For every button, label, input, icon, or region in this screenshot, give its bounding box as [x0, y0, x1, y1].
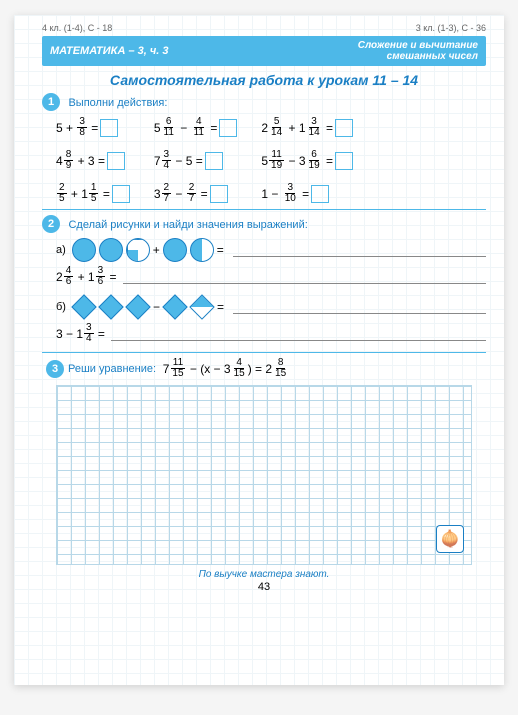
prob-b2: 734 − 5 = — [154, 150, 238, 171]
answer-line[interactable] — [233, 300, 486, 314]
subject: МАТЕМАТИКА – 3, ч. 3 — [50, 45, 169, 57]
diamond-full-icon — [162, 295, 187, 320]
answer-box[interactable] — [107, 152, 125, 170]
answer-line[interactable] — [233, 243, 486, 257]
circle-full-icon — [163, 238, 187, 262]
circle-full-icon — [99, 238, 123, 262]
prob-c1: 2514 + 1314 = — [261, 117, 353, 138]
answer-line[interactable] — [123, 270, 486, 284]
prob-a1: 5 + 38 = — [56, 117, 130, 138]
answer-box[interactable] — [112, 185, 130, 203]
task-3: 3 Реши уравнение: 71115 − (x − 3415) = 2… — [46, 358, 486, 379]
prob-c2: 51119 − 3619 = — [261, 150, 353, 171]
work-grid[interactable] — [56, 385, 472, 565]
answer-box[interactable] — [100, 119, 118, 137]
diamond-part-icon — [189, 295, 214, 320]
prob-a3: 25 + 115 = — [56, 183, 130, 204]
eq-2a: 246 + 136 = — [56, 266, 486, 287]
task-num-2: 2 — [42, 215, 60, 233]
task-num-3: 3 — [46, 360, 64, 378]
header-bar: МАТЕМАТИКА – 3, ч. 3 Сложение и вычитани… — [42, 36, 486, 66]
ref-left: 4 кл. (1-4), С - 18 — [42, 23, 112, 33]
problems-grid: 5 + 38 = 489 + 3 = 25 + 115 = 5611 − 411… — [56, 117, 486, 204]
prob-a2: 489 + 3 = — [56, 150, 130, 171]
shapes-row-a: а) + = — [56, 238, 486, 262]
circle-half-icon — [190, 238, 214, 262]
answer-box[interactable] — [335, 152, 353, 170]
diamond-full-icon — [71, 295, 96, 320]
eq-2b: 3 − 134 = — [56, 323, 486, 344]
task-1: 1 Выполни действия: — [42, 93, 486, 111]
circle-part-icon — [126, 238, 150, 262]
answer-box[interactable] — [335, 119, 353, 137]
shapes-row-b: б) − = — [56, 295, 486, 319]
topic: Сложение и вычитание смешанных чисел — [358, 40, 478, 62]
answer-line[interactable] — [111, 327, 486, 341]
page-number: 43 — [42, 581, 486, 593]
task-text-2: Сделай рисунки и найди значения выражени… — [68, 219, 307, 231]
footer-quote: По выучке мастера знают. — [42, 569, 486, 580]
mascot-icon: 🧅 — [436, 525, 464, 553]
task-text-1: Выполни действия: — [68, 97, 167, 109]
main-title: Самостоятельная работа к урокам 11 – 14 — [42, 72, 486, 88]
answer-box[interactable] — [205, 152, 223, 170]
task-num-1: 1 — [42, 93, 60, 111]
prob-c3: 1 − 310 = — [261, 183, 353, 204]
prob-b3: 327 − 27 = — [154, 183, 238, 204]
top-refs: 4 кл. (1-4), С - 18 3 кл. (1-3), С - 36 — [42, 23, 486, 33]
answer-box[interactable] — [210, 185, 228, 203]
diamond-full-icon — [98, 295, 123, 320]
circle-full-icon — [72, 238, 96, 262]
answer-box[interactable] — [311, 185, 329, 203]
task-2: 2 Сделай рисунки и найди значения выраже… — [42, 215, 486, 233]
prob-b1: 5611 − 411 = — [154, 117, 238, 138]
diamond-full-icon — [125, 295, 150, 320]
task-text-3: Реши уравнение: — [68, 363, 156, 375]
answer-box[interactable] — [219, 119, 237, 137]
ref-right: 3 кл. (1-3), С - 36 — [416, 23, 486, 33]
